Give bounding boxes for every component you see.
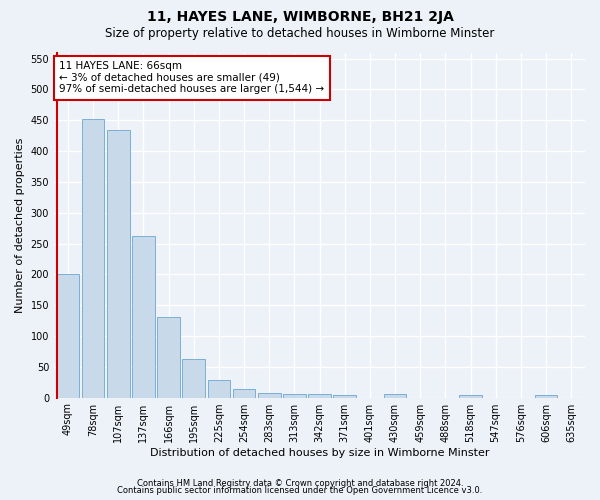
Y-axis label: Number of detached properties: Number of detached properties [15, 138, 25, 312]
Bar [233, 389, 256, 398]
Bar [208, 380, 230, 398]
Bar [283, 394, 305, 398]
Bar [82, 119, 104, 398]
Bar [459, 394, 482, 398]
Bar [56, 274, 79, 398]
Bar [157, 318, 180, 398]
Bar [258, 392, 281, 398]
Text: 11, HAYES LANE, WIMBORNE, BH21 2JA: 11, HAYES LANE, WIMBORNE, BH21 2JA [146, 10, 454, 24]
Bar [535, 394, 557, 398]
Bar [107, 130, 130, 398]
Bar [308, 394, 331, 398]
Text: 11 HAYES LANE: 66sqm
← 3% of detached houses are smaller (49)
97% of semi-detach: 11 HAYES LANE: 66sqm ← 3% of detached ho… [59, 61, 325, 94]
Text: Contains HM Land Registry data © Crown copyright and database right 2024.: Contains HM Land Registry data © Crown c… [137, 478, 463, 488]
Bar [132, 236, 155, 398]
Bar [383, 394, 406, 398]
Text: Size of property relative to detached houses in Wimborne Minster: Size of property relative to detached ho… [106, 28, 494, 40]
Text: Contains public sector information licensed under the Open Government Licence v3: Contains public sector information licen… [118, 486, 482, 495]
Bar [334, 394, 356, 398]
X-axis label: Distribution of detached houses by size in Wimborne Minster: Distribution of detached houses by size … [150, 448, 489, 458]
Bar [182, 360, 205, 398]
